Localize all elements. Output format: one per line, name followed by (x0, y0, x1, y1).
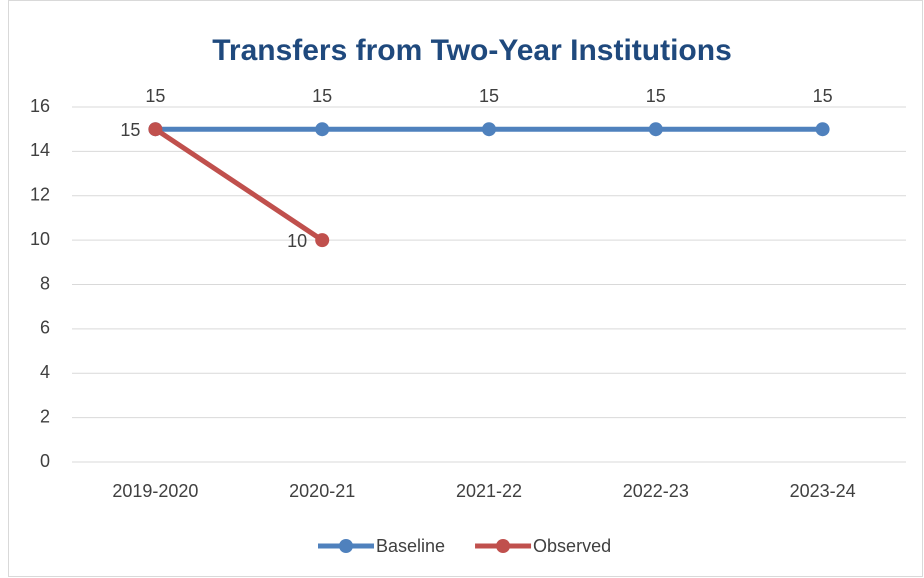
data-point (148, 122, 163, 137)
series-line (152, 126, 325, 243)
legend-label: Baseline (376, 536, 445, 556)
y-tick-label: 12 (30, 185, 50, 205)
chart-border (8, 0, 923, 577)
data-point (815, 122, 830, 137)
x-tick-label: 2023-24 (790, 481, 856, 501)
data-point (482, 122, 496, 137)
legend-marker (339, 539, 353, 553)
y-tick-label: 10 (30, 229, 50, 249)
x-tick-label: 2022-23 (623, 481, 689, 501)
x-tick-label: 2020-21 (289, 481, 355, 501)
y-tick-label: 0 (40, 451, 50, 471)
legend-marker (496, 539, 511, 553)
data-label: 15 (479, 86, 499, 106)
y-tick-label: 2 (40, 406, 50, 426)
data-label: 15 (813, 86, 833, 106)
chart-title: Transfers from Two-Year Institutions (212, 34, 732, 67)
data-label: 15 (646, 86, 666, 106)
data-label: 15 (120, 120, 140, 140)
legend-label: Observed (533, 536, 611, 556)
data-label: 15 (145, 86, 165, 106)
x-tick-label: 2021-22 (456, 481, 522, 501)
data-label: 15 (312, 86, 332, 106)
x-tick-label: 2019-2020 (112, 481, 198, 501)
data-point (648, 122, 663, 137)
y-tick-label: 8 (40, 273, 50, 293)
data-label: 10 (287, 231, 307, 251)
data-point (315, 233, 330, 248)
data-point (315, 122, 330, 137)
y-tick-label: 16 (30, 96, 50, 116)
y-tick-label: 4 (40, 362, 50, 382)
y-tick-label: 14 (30, 140, 50, 160)
y-tick-label: 6 (40, 318, 50, 338)
